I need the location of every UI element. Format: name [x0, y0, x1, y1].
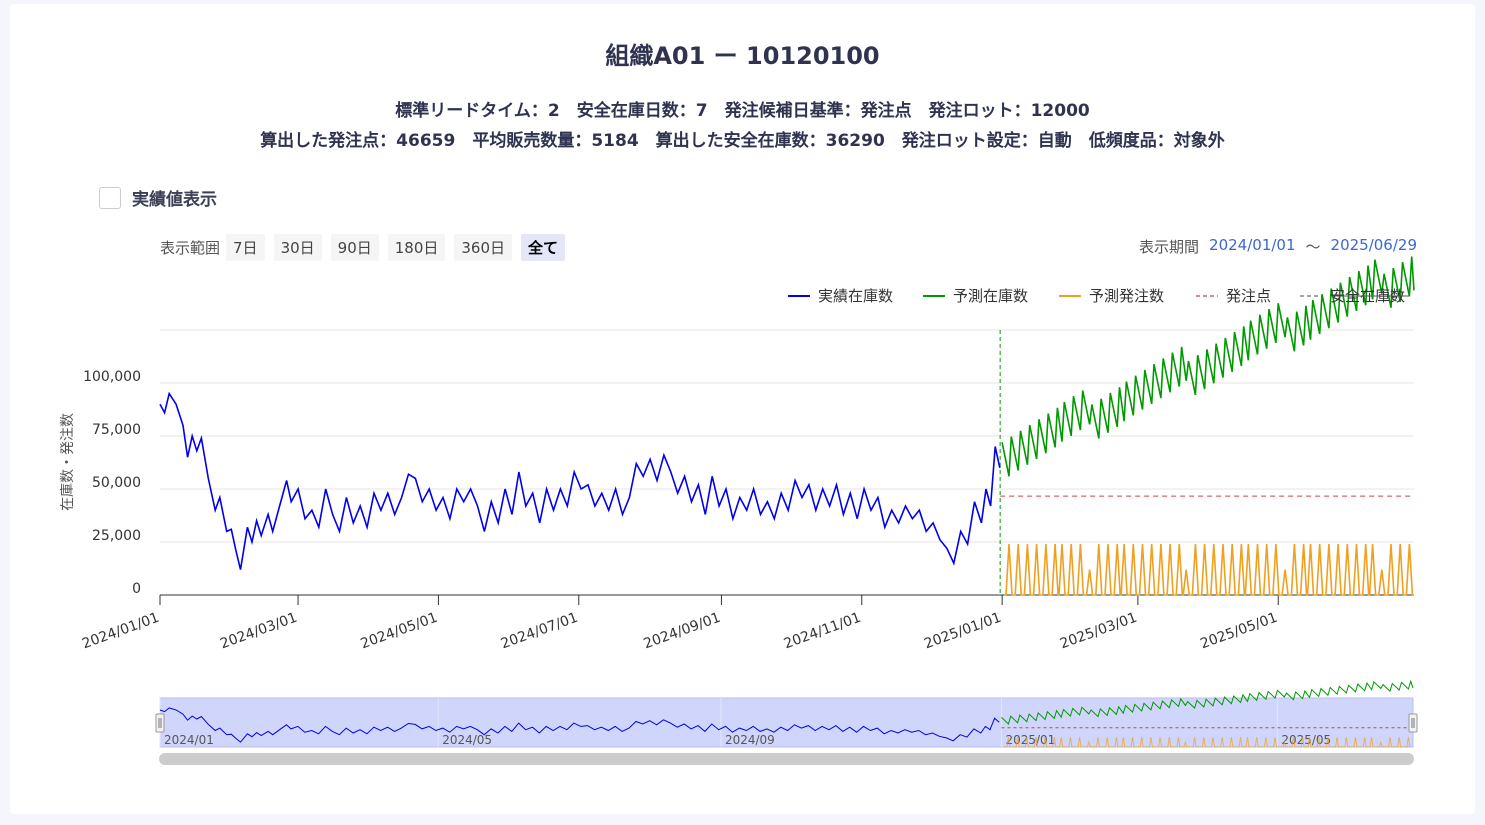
x-tick-label: 2024/01/01	[80, 610, 161, 653]
params-line-2: 算出した発注点：46659 平均販売数量：5184 算出した安全在庫数：3629…	[260, 131, 1225, 151]
navigator-handle-left[interactable]	[155, 713, 165, 733]
x-tick-label: 2024/09/01	[641, 610, 722, 653]
range-button-180d[interactable]: 180日	[387, 234, 446, 261]
navigator-tick-label: 2024/09	[725, 733, 775, 747]
x-tick-label: 2024/03/01	[218, 610, 299, 653]
navigator-selection[interactable]	[159, 697, 1414, 748]
legend-forecast-orders-label[interactable]: 予測発注数	[1089, 287, 1164, 305]
navigator-handle-right[interactable]	[1408, 713, 1418, 733]
legend-actual-inventory-label[interactable]: 実績在庫数	[818, 287, 893, 305]
page-title: 組織A01 ー 10120100	[605, 42, 880, 70]
y-tick-label: 100,000	[83, 369, 141, 385]
x-tick-label: 2024/07/01	[499, 610, 580, 653]
navigator-series-forecast	[1001, 679, 1414, 725]
range-button-90d[interactable]: 90日	[330, 234, 379, 261]
x-tick-label: 2025/01/01	[922, 610, 1003, 653]
x-tick-label: 2025/03/01	[1058, 610, 1139, 653]
period-end-input[interactable]: 2025/06/29	[1330, 236, 1417, 254]
y-tick-label: 0	[132, 581, 141, 597]
chart-card	[10, 4, 1475, 814]
range-label: 表示範囲	[160, 239, 221, 257]
series-forecast-inventory	[1001, 256, 1415, 477]
navigator-scrollbar[interactable]	[159, 753, 1414, 765]
params-line-1: 標準リードタイム：2 安全在庫日数：7 発注候補日基準：発注点 発注ロット：12…	[395, 101, 1090, 121]
navigator-tick-label: 2025/05	[1281, 733, 1331, 747]
x-tick-label: 2025/05/01	[1198, 610, 1279, 653]
navigator-tick-label: 2024/01	[164, 733, 214, 747]
range-button-360d[interactable]: 360日	[454, 234, 513, 261]
x-tick-label: 2024/05/01	[358, 610, 439, 653]
y-axis-title: 在庫数・発注数	[59, 413, 76, 511]
series-forecast-orders	[1004, 544, 1414, 596]
y-tick-label: 50,000	[92, 475, 141, 491]
range-button-30d[interactable]: 30日	[273, 234, 322, 261]
range-selector: 表示範囲 7日 30日 90日 180日 360日 全て	[160, 234, 574, 261]
y-tick-label: 25,000	[92, 528, 141, 544]
legend-reorder-point-label[interactable]: 発注点	[1226, 287, 1271, 305]
period-display: 表示期間 2024/01/01 〜 2025/06/29	[1139, 236, 1417, 257]
y-tick-label: 75,000	[92, 422, 141, 438]
period-separator: 〜	[1305, 238, 1321, 256]
x-tick-label: 2024/11/01	[782, 610, 863, 653]
series-actual-inventory	[159, 391, 1001, 570]
range-button-7d[interactable]: 7日	[226, 234, 265, 261]
show-actual-checkbox[interactable]	[99, 186, 121, 209]
period-start-input[interactable]: 2024/01/01	[1209, 236, 1296, 254]
navigator-series-actual	[159, 707, 1000, 743]
navigator-tick-label: 2025/01	[1005, 733, 1055, 747]
period-label: 表示期間	[1139, 238, 1200, 256]
range-button-all[interactable]: 全て	[521, 234, 566, 261]
show-actual-toggle[interactable]: 実績値表示	[99, 185, 217, 210]
navigator-tick-label: 2024/05	[442, 733, 492, 747]
navigator-series-orders	[1003, 737, 1411, 748]
legend-forecast-inventory-label[interactable]: 予測在庫数	[953, 287, 1028, 305]
show-actual-label: 実績値表示	[132, 190, 217, 210]
